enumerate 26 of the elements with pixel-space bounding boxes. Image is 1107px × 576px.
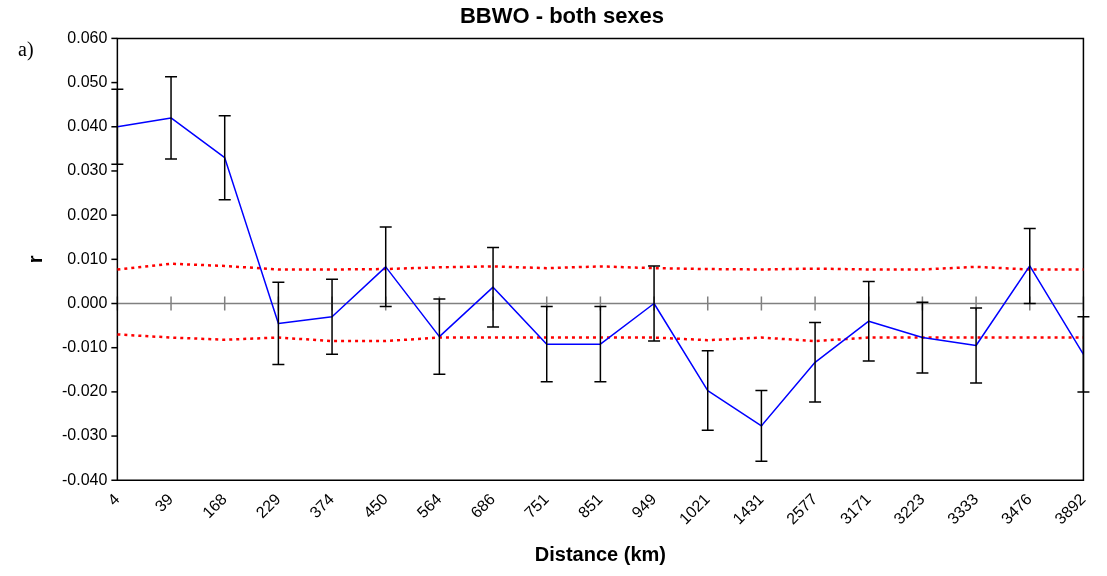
x-tick-label: 851 (574, 490, 606, 522)
x-tick-label: 751 (521, 490, 553, 522)
y-tick-label: 0.020 (67, 205, 108, 223)
y-tick-label: -0.020 (61, 382, 108, 400)
x-tick-label: 229 (252, 490, 284, 522)
chart-title: BBWO - both sexes (459, 3, 665, 29)
y-tick-label: 0.030 (67, 161, 108, 179)
y-tick-label: 0.010 (67, 249, 108, 267)
x-tick-label: 4 (104, 490, 123, 509)
y-tick-label: -0.040 (61, 470, 108, 488)
x-tick-label: 564 (413, 490, 445, 522)
y-axis-title: r (23, 255, 46, 264)
y-tick-label: 0.040 (67, 117, 108, 135)
x-tick-label: 39 (151, 490, 177, 515)
y-tick-label: -0.030 (61, 426, 108, 444)
y-tick-label: 0.000 (67, 293, 108, 311)
y-tick-label: -0.010 (61, 338, 108, 356)
x-tick-label: 168 (199, 490, 231, 522)
text: a) (18, 38, 34, 61)
x-tick-label: 949 (628, 490, 660, 522)
y-tick-label: 0.060 (67, 28, 108, 46)
y-tick-label: 0.050 (67, 72, 108, 90)
x-axis-title: Distance (km) (534, 542, 666, 565)
x-tick-label: 686 (467, 490, 499, 522)
x-tick-label: 450 (360, 490, 392, 522)
x-tick-label: 374 (306, 490, 338, 522)
